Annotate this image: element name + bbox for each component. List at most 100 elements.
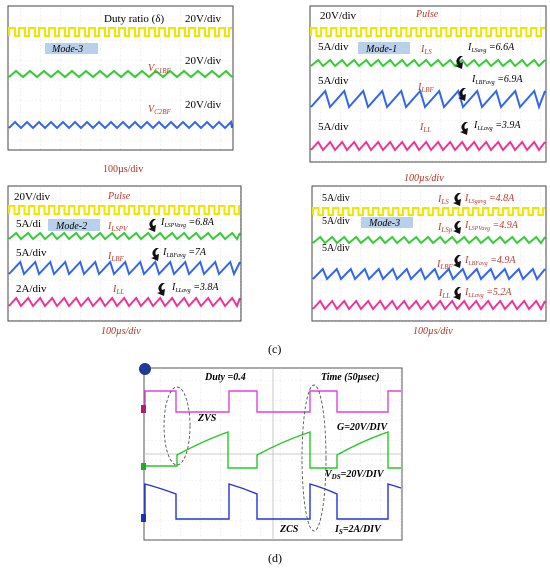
ilbf-avg-label: ILBFavg =4.9A	[464, 255, 516, 267]
ilbf-avg-label: ILBFavg =6.9A	[471, 74, 523, 86]
ill-label: ILL	[112, 284, 124, 296]
arrow-icon	[453, 193, 461, 206]
gate-div-label: G=20V/DIV	[337, 422, 388, 433]
timebase-label: 100µs/div	[413, 326, 453, 337]
arrow-icon	[453, 255, 461, 268]
ils-label: ILS	[420, 44, 432, 56]
ilbf-trace	[8, 260, 241, 277]
mode-label: Mode-3	[51, 44, 83, 55]
ils-trace	[310, 58, 546, 68]
arrow-icon	[453, 287, 461, 300]
div-label-1: 20V/div	[185, 13, 222, 25]
vc2-trace	[8, 119, 233, 130]
ils-label: ILS	[437, 194, 449, 206]
div-label-1: 5A/div	[318, 41, 349, 53]
ilspv-avg-label: ILSPVavg =4.9A	[464, 220, 519, 232]
ilbf-trace	[310, 88, 546, 111]
ilsp-label: ILSp	[437, 222, 453, 234]
div-label-2: 5A/div	[322, 243, 350, 254]
pulse-trace	[310, 27, 545, 37]
mode-box	[45, 43, 98, 54]
arrow-icon	[151, 248, 159, 261]
time-label: Time (50µsec)	[321, 372, 379, 383]
div-label-1: 5A/div	[322, 216, 350, 227]
div-label-0: 20V/div	[320, 10, 357, 22]
ilspv-trace	[8, 231, 241, 241]
is-trace	[144, 483, 402, 520]
vc2-label: VC2BF	[148, 104, 172, 116]
vc1-trace	[8, 69, 233, 79]
ilbf-label: ILBF	[436, 259, 454, 271]
channel-marker	[141, 405, 146, 413]
panel-d: Duty =0.4 Time (50µsec) ZVS ZCS G=20V/DI…	[139, 363, 403, 541]
panel-top-left: Duty ratio (δ) 20V/div Mode-3 VC1BF 20V/…	[7, 5, 234, 175]
ilbf-trace	[312, 267, 546, 281]
is-div-label: IS=2A/DIV	[334, 524, 382, 536]
timebase-label: 100µs/div	[404, 173, 444, 184]
div-label-2: 5A/div	[16, 247, 47, 259]
ill-trace	[8, 296, 241, 309]
div-label-2: 5A/div	[318, 75, 349, 87]
div-label-0: 20V/div	[14, 191, 51, 203]
pulse-label: Pulse	[107, 191, 131, 202]
ilspv-trace	[312, 235, 546, 245]
scope-marker-dot	[139, 363, 151, 375]
div-label-2: 20V/div	[185, 55, 222, 67]
div-label-0: 5A/div	[322, 193, 350, 204]
mode-label: Mode-3	[368, 218, 400, 229]
pulse-trace	[8, 205, 240, 215]
arrow-icon	[148, 219, 156, 232]
pulse-label: Pulse	[415, 9, 439, 20]
panel-bottom-right: 5A/div ILS ILSgavg =4.8A 5A/div Mode-3 I…	[311, 185, 547, 337]
zcs-label: ZCS	[279, 524, 299, 535]
div-label-3: 2A/div	[16, 283, 47, 295]
panel-bottom-left: 20V/div Pulse 5A/di Mode-2 ILSPV ILSPVav…	[7, 185, 242, 337]
ill-trace	[312, 299, 546, 312]
mode-box	[48, 219, 100, 231]
pulse-trace	[8, 27, 232, 37]
channel-marker	[141, 514, 146, 522]
arrow-icon	[453, 221, 461, 234]
panel-top-right: 20V/div Pulse 5A/div Mode-1 ILS ILSavg =…	[309, 5, 547, 184]
ill-trace	[310, 140, 546, 152]
duty-ratio-label: Duty ratio (δ)	[104, 13, 165, 25]
zvs-ellipse	[163, 386, 191, 466]
mode-label: Mode-1	[365, 44, 397, 55]
ill-avg-label: ILLavg =3.8A	[171, 282, 219, 294]
mode-box	[361, 217, 413, 228]
div-label-3: 5A/div	[318, 121, 349, 133]
zcs-ellipse	[301, 384, 327, 532]
zvs-label: ZVS	[197, 413, 217, 424]
ilbf-label: ILBF	[417, 82, 435, 94]
ils-avg-label: ILSgavg =4.8A	[464, 193, 515, 205]
ilspv-avg-label: ILSPVavg =6.8A	[160, 217, 215, 229]
vds-trace	[145, 431, 401, 469]
ill-avg-label: ILLavg =3.9A	[473, 120, 521, 132]
arrow-icon	[455, 56, 463, 69]
duty-label: Duty =0.4	[204, 372, 246, 383]
ilspv-label: ILSPV	[107, 221, 128, 233]
arrow-icon	[157, 283, 165, 296]
mode-box	[358, 42, 410, 54]
timebase-label: 100µs/div	[103, 164, 143, 175]
ils-trace	[312, 207, 545, 216]
ils-avg-label: ILSavg =6.6A	[467, 42, 515, 54]
arrow-icon	[458, 88, 466, 101]
ill-avg-label: ILLavg =5.2A	[464, 287, 512, 299]
div-label-1: 5A/di	[16, 218, 41, 230]
channel-marker	[141, 463, 146, 470]
ill-label: ILL	[438, 288, 450, 300]
div-label-3: 20V/div	[185, 99, 222, 111]
vds-div-label: VDS=20V/DIV	[325, 469, 385, 481]
ilbf-label: ILBF	[107, 251, 125, 263]
ill-label: ILL	[419, 122, 431, 134]
ilbf-avg-label: ILBFavg =7A	[162, 247, 207, 259]
timebase-label: 100µs/div	[101, 326, 141, 337]
vc1-label: VC1BF	[148, 63, 172, 75]
caption-d: (d)	[268, 551, 282, 565]
gate-trace	[144, 390, 401, 413]
mode-label: Mode-2	[55, 221, 87, 232]
arrow-icon	[460, 122, 468, 135]
caption-c: (c)	[268, 342, 281, 356]
